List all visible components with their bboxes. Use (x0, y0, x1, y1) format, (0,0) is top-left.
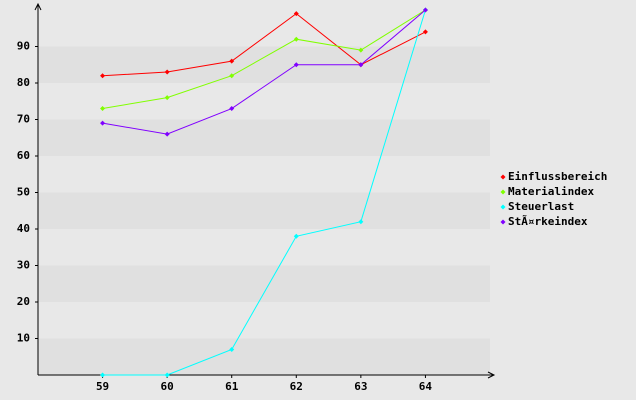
y-tick-label: 90 (17, 40, 30, 53)
legend-marker (500, 174, 506, 180)
data-point (229, 73, 235, 79)
legend-marker (500, 204, 506, 210)
y-tick-label: 60 (17, 149, 30, 162)
x-axis-arrow (487, 371, 496, 379)
legend-label: Einflussbereich (508, 170, 607, 183)
legend-marker (500, 189, 506, 195)
grid-band (38, 229, 490, 266)
data-point (293, 62, 299, 68)
series-line (102, 9, 426, 376)
data-point (229, 58, 235, 64)
series-line (102, 13, 426, 77)
data-point (422, 29, 428, 35)
legend-marker (500, 219, 506, 225)
y-tick-label: 80 (17, 76, 30, 89)
series-line (102, 9, 426, 135)
x-tick-label: 59 (96, 380, 109, 393)
data-point (358, 62, 364, 68)
data-point (293, 36, 299, 42)
legend-label: Materialindex (508, 185, 594, 198)
grid-band (38, 10, 490, 47)
data-point (229, 346, 235, 352)
grid-band (38, 46, 490, 83)
legend-label: StÃ¤rkeindex (508, 215, 588, 228)
y-tick-label: 40 (17, 222, 30, 235)
data-point (422, 7, 428, 13)
data-point (100, 372, 106, 378)
grid-band (38, 265, 490, 302)
y-tick-label: 30 (17, 259, 30, 272)
y-tick-label: 50 (17, 186, 30, 199)
grid-band (38, 156, 490, 193)
data-point (358, 47, 364, 53)
x-tick-label: 63 (354, 380, 367, 393)
data-point (358, 219, 364, 225)
x-tick-label: 61 (225, 380, 239, 393)
grid-band (38, 338, 490, 375)
grid-band (38, 83, 490, 120)
data-point (164, 95, 170, 101)
data-point (293, 11, 299, 17)
grid-band (38, 192, 490, 229)
grid-band (38, 302, 490, 339)
data-point (164, 372, 170, 378)
x-tick-label: 62 (290, 380, 303, 393)
data-point (293, 233, 299, 239)
data-point (229, 106, 235, 112)
y-tick-label: 20 (17, 295, 30, 308)
y-tick-label: 10 (17, 332, 30, 345)
series-line (102, 9, 426, 110)
x-tick-label: 60 (161, 380, 174, 393)
data-point (164, 131, 170, 137)
legend-label: Steuerlast (508, 200, 574, 213)
data-point (100, 73, 106, 79)
y-axis-arrow (34, 2, 42, 11)
x-tick-label: 64 (419, 380, 433, 393)
grid-band (38, 119, 490, 156)
data-point (100, 120, 106, 126)
data-point (100, 106, 106, 112)
data-point (164, 69, 170, 75)
y-tick-label: 70 (17, 113, 30, 126)
